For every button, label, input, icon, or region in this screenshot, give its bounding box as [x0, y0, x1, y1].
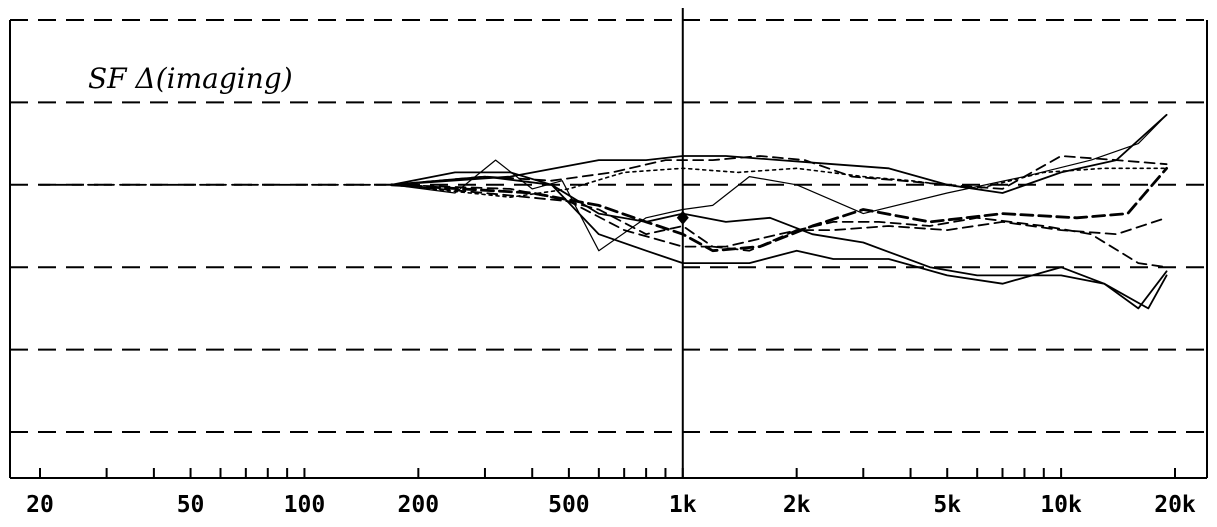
series-lines — [39, 113, 1168, 310]
x-tick-label-500: 500 — [548, 492, 590, 518]
x-tick-label-50: 50 — [177, 492, 205, 518]
series-line-4 — [390, 175, 1168, 310]
x-tick-label-5k: 5k — [933, 492, 961, 518]
series-line-8 — [390, 167, 1168, 198]
cursor-marker — [676, 210, 689, 225]
series-line-7 — [390, 166, 1168, 253]
x-axis-tick-labels: 20 50 100 200 500 1k 2k 5k 10k 20k — [26, 492, 1196, 518]
x-tick-label-1k: 1k — [669, 492, 697, 518]
x-tick-label-20k: 20k — [1154, 492, 1196, 518]
x-tick-label-10k: 10k — [1040, 492, 1082, 518]
x-tick-label-200: 200 — [398, 492, 440, 518]
x-tick-label-20: 20 — [26, 492, 54, 518]
series-line-6 — [390, 155, 1168, 190]
series-line-10 — [390, 183, 1168, 269]
plot-frame — [9, 20, 1208, 479]
cursor — [676, 8, 689, 478]
x-axis-ticks — [39, 468, 1176, 478]
series-line-9 — [390, 183, 1168, 252]
series-line-5 — [390, 113, 1168, 194]
chart-title: SF Δ(imaging) — [88, 62, 293, 95]
x-tick-label-2k: 2k — [783, 492, 811, 518]
x-tick-label-100: 100 — [284, 492, 326, 518]
